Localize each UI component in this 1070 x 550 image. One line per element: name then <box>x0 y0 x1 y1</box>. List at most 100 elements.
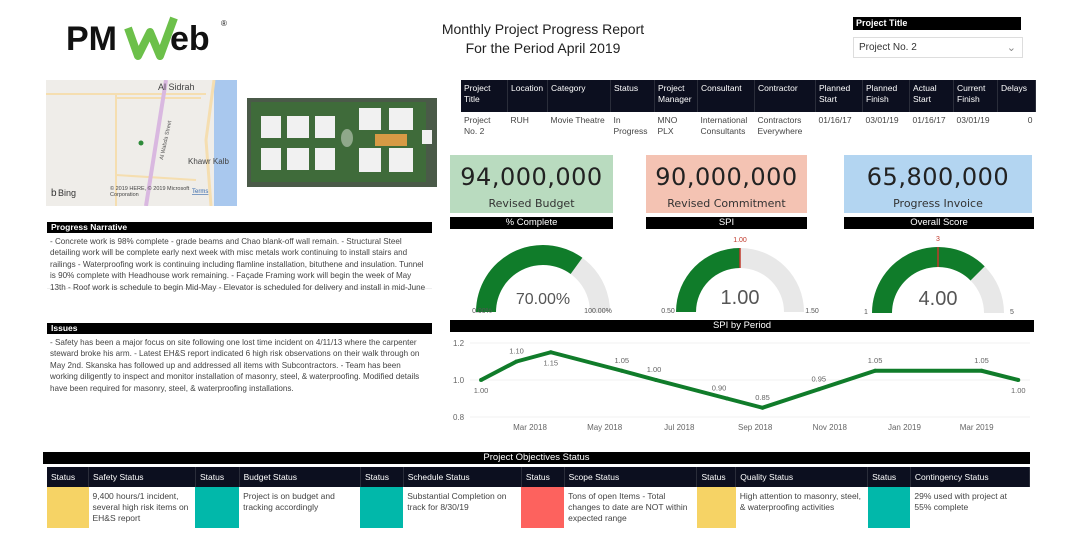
gauge-title-percent-complete: % Complete <box>450 217 613 229</box>
data-point[interactable] <box>979 368 984 373</box>
objectives-title: Project Objectives Status <box>43 452 1030 464</box>
gauge-fill <box>476 244 583 312</box>
map-copyright: © 2019 HERE, © 2019 Microsoft Corporatio… <box>110 186 190 198</box>
gauge-max-label: 100.00% <box>584 308 612 315</box>
x-tick-label: Sep 2018 <box>738 423 773 432</box>
data-point[interactable] <box>514 359 519 364</box>
table-row: Project No. 2 RUH Movie Theatre In Progr… <box>461 112 1036 140</box>
gauge-min-label: 0.50 <box>661 308 675 315</box>
col-planned-finish[interactable]: Planned Finish <box>862 80 910 112</box>
gauge-title-overall-score: Overall Score <box>844 217 1034 229</box>
data-point[interactable] <box>654 378 659 382</box>
project-title-slicer-label: Project Title <box>853 17 1021 30</box>
data-point[interactable] <box>873 368 878 373</box>
bing-logo: Bing <box>58 188 76 198</box>
col-delays[interactable]: Delays <box>997 80 1036 112</box>
status-column-header[interactable]: Status <box>47 467 89 487</box>
status-column-header[interactable]: Status <box>360 467 404 487</box>
objective-status-text: Tons of open Items - Total changes to da… <box>568 491 688 523</box>
cell-consultant: International Consultants <box>700 115 748 136</box>
data-point[interactable] <box>760 405 765 410</box>
progress-narrative-header: Progress Narrative <box>47 222 432 233</box>
col-category[interactable]: Category <box>547 80 611 112</box>
data-label: 0.90 <box>712 384 727 393</box>
gauge-fill <box>872 247 985 313</box>
report-title-line1: Monthly Project Progress Report <box>441 21 645 37</box>
cell-planned-finish: 03/01/19 <box>865 115 899 125</box>
kpi-label: Revised Budget <box>488 197 575 210</box>
progress-narrative-text: - Concrete work is 98% complete - grade … <box>47 234 432 292</box>
y-tick-label: 1.0 <box>453 376 465 385</box>
col-location[interactable]: Location <box>507 80 548 112</box>
gauges: 70.00% 0.00% 100.00% 1.00 0.50 1.50 1.00 4.00 1 5… <box>472 236 1014 316</box>
status-color-indicator <box>195 487 240 528</box>
col-project-manager[interactable]: Project Manager <box>654 80 698 112</box>
data-point[interactable] <box>816 387 821 392</box>
gauge-min-label: 0.00% <box>472 308 492 315</box>
col-actual-start[interactable]: Actual Start <box>909 80 954 112</box>
status-column-header[interactable]: Status <box>696 467 737 487</box>
data-point[interactable] <box>1016 378 1021 382</box>
col-consultant[interactable]: Consultant <box>697 80 755 112</box>
gauge-value: 1.00 <box>721 287 760 309</box>
col-planned-start[interactable]: Planned Start <box>815 80 863 112</box>
col-contractor[interactable]: Contractor <box>754 80 816 112</box>
gauge-target-label: 1.00 <box>733 237 747 244</box>
report-title-line2: For the Period April 2019 <box>465 40 621 56</box>
status-color-indicator <box>521 487 565 528</box>
x-tick-label: Mar 2018 <box>513 423 547 432</box>
status-column-header[interactable]: Status <box>867 467 911 487</box>
objective-column-header[interactable]: Scope Status <box>564 467 698 487</box>
data-label: 1.05 <box>614 356 629 365</box>
bing-icon: b <box>51 188 57 199</box>
objective-column-header[interactable]: Safety Status <box>88 467 196 487</box>
location-map[interactable]: Al Sidrah Khawr Kalb Al Wabda Street Bin… <box>46 80 237 206</box>
col-project-title[interactable]: Project Title <box>461 80 508 112</box>
site-plan-image <box>247 98 437 187</box>
objective-column-header[interactable]: Quality Status <box>735 467 869 487</box>
objective-column-header[interactable]: Schedule Status <box>403 467 522 487</box>
kpi-label: Progress Invoice <box>893 197 983 210</box>
objective-column-header[interactable]: Budget Status <box>239 467 361 487</box>
data-point[interactable] <box>548 350 553 355</box>
objective-column-header[interactable]: Contingency Status <box>910 467 1031 487</box>
gauge-value: 4.00 <box>919 288 958 310</box>
cell-project-manager: MNO PLX <box>657 115 678 136</box>
data-label: 1.05 <box>974 356 989 365</box>
cell-status: In Progress <box>613 115 648 136</box>
data-point[interactable] <box>725 396 730 401</box>
project-title-dropdown[interactable]: Project No. 2 ⌄ <box>853 37 1023 58</box>
cell-actual-start: 01/16/17 <box>912 115 946 125</box>
gauge-max-label: 1.50 <box>805 308 819 315</box>
data-label: 0.95 <box>811 374 826 383</box>
status-color-indicator <box>360 487 404 528</box>
cell-location: RUH <box>510 115 529 125</box>
status-column-header[interactable]: Status <box>521 467 565 487</box>
status-color-indicator <box>47 487 89 528</box>
kpi-value: 90,000,000 <box>655 163 798 191</box>
objectives-header-row: Status Safety Status Status Budget Status St… <box>47 467 1031 487</box>
svg-text:eb: eb <box>170 20 210 58</box>
project-info-table: Project Title Location Category Status P… <box>461 80 1036 140</box>
report-title: Monthly Project Progress Report For the … <box>400 20 686 58</box>
data-label: 1.00 <box>1011 386 1026 395</box>
data-point[interactable] <box>619 368 624 373</box>
y-tick-label: 0.8 <box>453 413 465 422</box>
cell-project-title: Project No. 2 <box>464 115 491 136</box>
y-tick-label: 1.2 <box>453 339 465 348</box>
col-status[interactable]: Status <box>610 80 655 112</box>
spi-by-period-chart: 0.8 1.0 1.2 Mar 2018 May 2018 Jul 2018 Sep 201… <box>453 339 1030 432</box>
objectives-table: Status Safety Status Status Budget Status St… <box>47 467 1031 528</box>
svg-text:®: ® <box>221 19 227 28</box>
cell-delays: 0 <box>1027 115 1033 125</box>
cell-contractor: Contractors Everywhere <box>757 115 803 136</box>
pmweb-logo: PM eb ® <box>66 16 227 60</box>
status-column-header[interactable]: Status <box>195 467 240 487</box>
kpi-value: 65,800,000 <box>866 163 1010 191</box>
project-title-value: Project No. 2 <box>859 42 917 53</box>
data-label: 1.05 <box>868 356 883 365</box>
col-current-finish[interactable]: Current Finish <box>953 80 998 112</box>
map-terms-link[interactable]: Terms <box>192 189 208 195</box>
data-point[interactable] <box>479 378 484 382</box>
